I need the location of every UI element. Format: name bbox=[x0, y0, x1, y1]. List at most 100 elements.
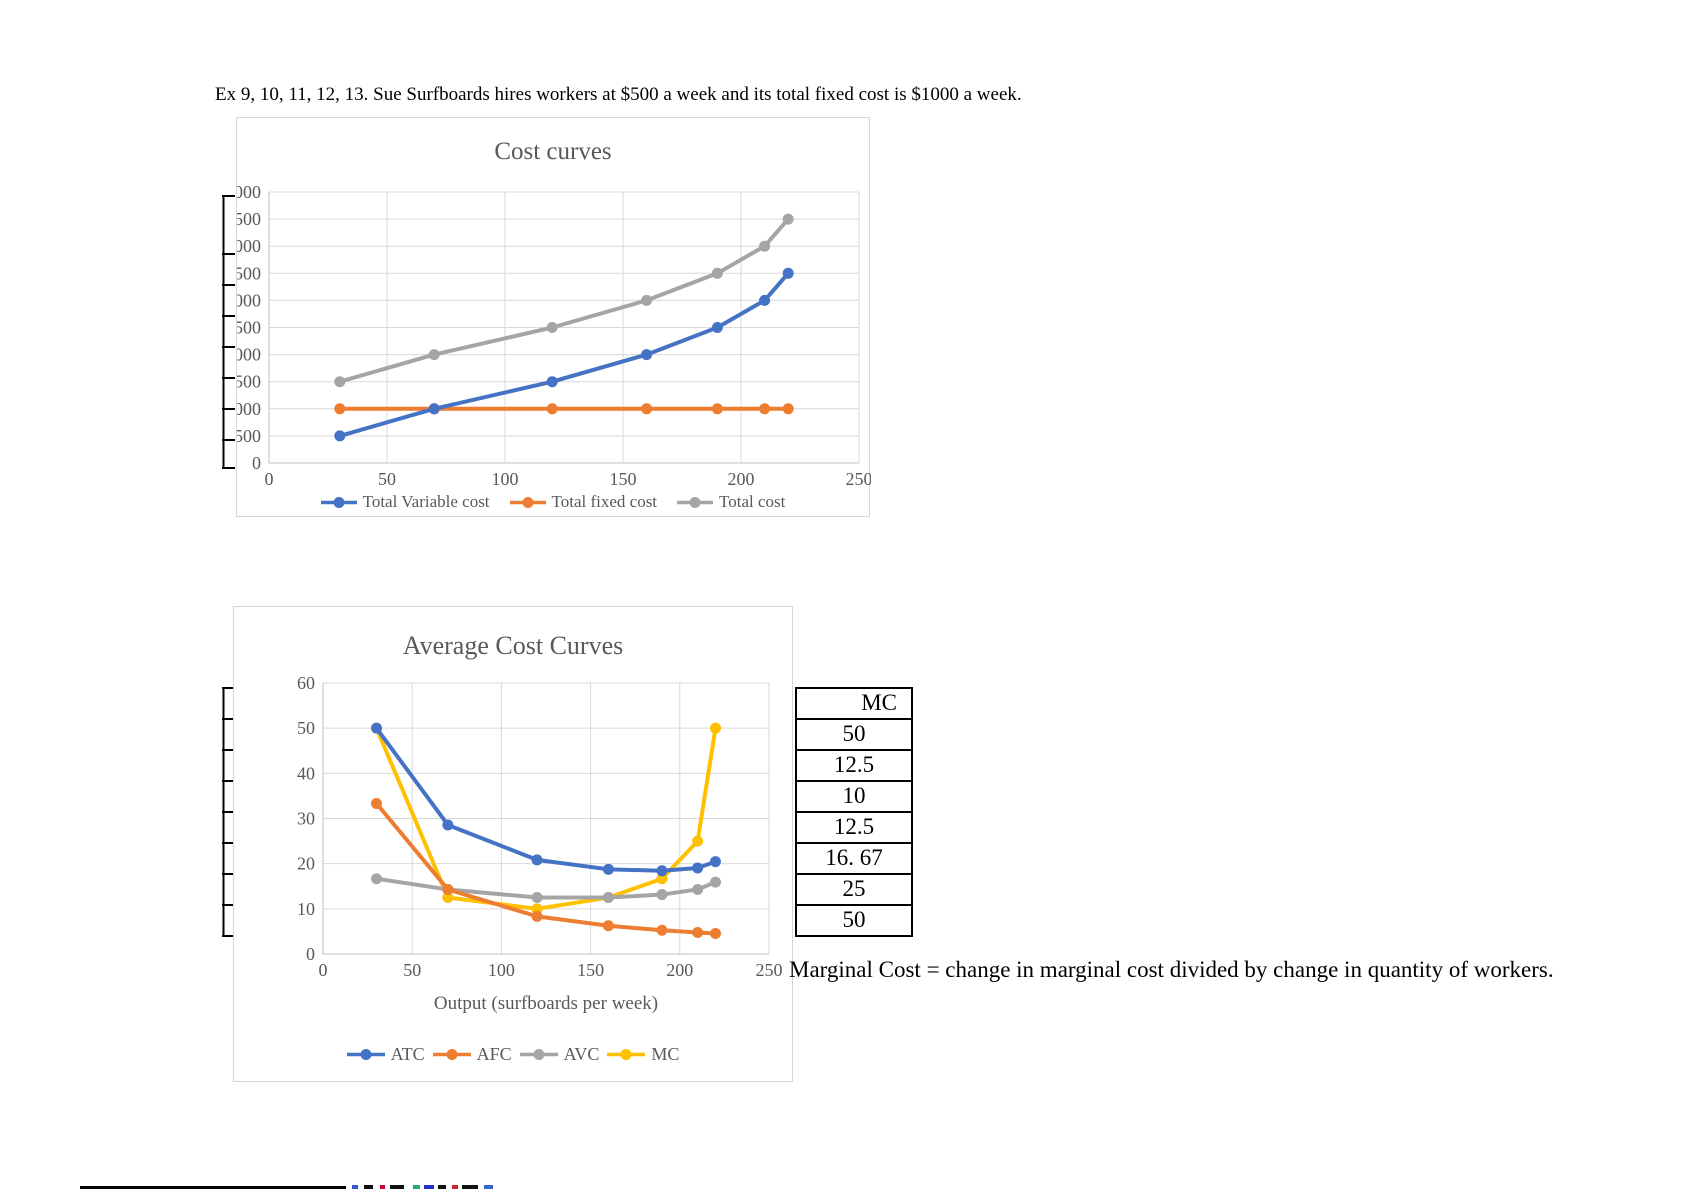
data-point-marker bbox=[759, 240, 771, 252]
mc-value-cell: 25 bbox=[797, 875, 911, 906]
data-point-marker bbox=[371, 722, 383, 734]
data-point-marker bbox=[759, 403, 771, 415]
legend-label: ATC bbox=[390, 1044, 425, 1064]
data-point-marker bbox=[692, 883, 704, 895]
x-tick-label: 50 bbox=[378, 469, 396, 489]
legend-item-ATC: ATC bbox=[346, 1044, 425, 1065]
legend-dot bbox=[689, 496, 701, 508]
data-point-marker bbox=[602, 920, 614, 932]
x-tick-label: 150 bbox=[610, 469, 637, 489]
legend-dot bbox=[360, 1049, 372, 1060]
x-tick-label: 150 bbox=[577, 960, 604, 980]
data-point-marker bbox=[782, 403, 794, 415]
legend-dot bbox=[620, 1049, 632, 1060]
y-tick-label: 3000 bbox=[237, 290, 261, 310]
legend-label: Total Variable cost bbox=[362, 492, 490, 511]
x-tick-label: 0 bbox=[265, 469, 274, 489]
data-point-marker bbox=[656, 924, 668, 936]
chart-title: Cost curves bbox=[494, 138, 612, 165]
y-tick-label: 50 bbox=[297, 718, 315, 738]
legend-marker-icon bbox=[519, 1049, 558, 1060]
data-point-marker bbox=[782, 267, 794, 279]
data-point-marker bbox=[602, 863, 614, 875]
average-cost-curves-chart: 0 10 20 30 40 50 60 0 50 100 150 200 250 Average Cos… bbox=[233, 606, 793, 1082]
x-tick-label: 200 bbox=[728, 469, 755, 489]
data-point-marker bbox=[759, 294, 771, 306]
data-point-marker bbox=[709, 722, 721, 734]
legend-dot bbox=[522, 496, 534, 508]
legend-item-AFC: AFC bbox=[432, 1044, 512, 1065]
legend-item-Total Variable cost: Total Variable cost bbox=[320, 492, 490, 512]
x-tick-label: 250 bbox=[846, 469, 872, 489]
legend-marker-icon bbox=[320, 496, 357, 508]
legend-label: MC bbox=[651, 1044, 680, 1064]
data-point-marker bbox=[546, 403, 558, 415]
cost-curves-plot: 0500100015002000250030003500400045005000… bbox=[237, 182, 872, 489]
y-tick-label: 40 bbox=[297, 763, 315, 783]
data-point-marker bbox=[656, 889, 668, 901]
cropped-rule bbox=[80, 1186, 346, 1189]
x-tick-label: 0 bbox=[319, 960, 328, 980]
legend-marker-icon bbox=[509, 496, 546, 508]
mc-value-cell: 16. 67 bbox=[797, 844, 911, 875]
data-point-marker bbox=[371, 873, 383, 885]
y-tick-label: 1000 bbox=[237, 399, 261, 419]
data-point-marker bbox=[709, 856, 721, 868]
data-point-marker bbox=[334, 430, 346, 442]
data-point-marker bbox=[709, 927, 721, 939]
data-point-marker bbox=[602, 892, 614, 904]
average-cost-curves-plot: 0 10 20 30 40 50 60 0 50 100 150 200 250 bbox=[297, 673, 783, 980]
data-point-marker bbox=[442, 892, 454, 904]
data-point-marker bbox=[531, 854, 543, 866]
mc-value-cell: 12.5 bbox=[797, 813, 911, 844]
exercise-heading: Ex 9, 10, 11, 12, 13. Sue Surfboards hir… bbox=[215, 84, 1022, 105]
legend-item-AVC: AVC bbox=[519, 1044, 599, 1065]
data-point-marker bbox=[641, 349, 653, 361]
y-tick-label: 3500 bbox=[237, 263, 261, 283]
mc-value-cell: 50 bbox=[797, 720, 911, 751]
data-point-marker bbox=[711, 403, 723, 415]
data-point-marker bbox=[546, 322, 558, 333]
y-tick-label: 4000 bbox=[237, 236, 261, 256]
legend-marker-icon bbox=[432, 1049, 471, 1060]
data-point-marker bbox=[371, 797, 383, 809]
legend-marker-icon bbox=[346, 1049, 385, 1060]
data-point-marker bbox=[641, 403, 653, 415]
data-point-marker bbox=[442, 883, 454, 895]
x-tick-label: 250 bbox=[756, 960, 783, 980]
cost-curves-chart: 0500100015002000250030003500400045005000… bbox=[236, 117, 872, 517]
data-point-marker bbox=[428, 403, 440, 415]
legend-dot bbox=[446, 1049, 458, 1060]
legend-item-MC: MC bbox=[607, 1044, 679, 1065]
data-point-marker bbox=[334, 403, 346, 415]
legend-item-Total cost: Total cost bbox=[677, 492, 785, 512]
y-tick-label: 0 bbox=[252, 453, 261, 473]
x-tick-label: 200 bbox=[666, 960, 693, 980]
marginal-cost-note: Marginal Cost = change in marginal cost … bbox=[789, 957, 1554, 982]
x-axis-title: Output (surfboards per week) bbox=[433, 993, 659, 1014]
legend-label: Total fixed cost bbox=[551, 492, 658, 511]
y-tick-label: 2500 bbox=[237, 318, 261, 338]
legend-marker-icon bbox=[607, 1049, 646, 1060]
legend-label: Total cost bbox=[719, 492, 786, 511]
y-tick-label: 0 bbox=[306, 944, 315, 964]
data-point-marker bbox=[546, 376, 558, 388]
mc-table-header-cell: MC bbox=[797, 689, 911, 720]
mc-value-cell: 12.5 bbox=[797, 751, 911, 782]
data-point-marker bbox=[692, 862, 704, 874]
data-point-marker bbox=[442, 819, 454, 831]
data-point-marker bbox=[656, 873, 668, 885]
data-point-marker bbox=[641, 294, 653, 306]
data-point-marker bbox=[782, 213, 794, 225]
y-tick-label: 1500 bbox=[237, 372, 261, 392]
chart-legend: ATC AFC AVC MC bbox=[234, 1044, 792, 1065]
data-point-marker bbox=[531, 910, 543, 922]
data-point-marker bbox=[692, 927, 704, 939]
cropped-table-left-edge-bottom bbox=[222, 687, 235, 937]
y-tick-label: 2000 bbox=[237, 345, 261, 365]
data-point-marker bbox=[711, 322, 723, 333]
data-point-marker bbox=[656, 865, 668, 877]
y-tick-label: 20 bbox=[297, 854, 315, 874]
data-point-marker bbox=[709, 876, 721, 888]
